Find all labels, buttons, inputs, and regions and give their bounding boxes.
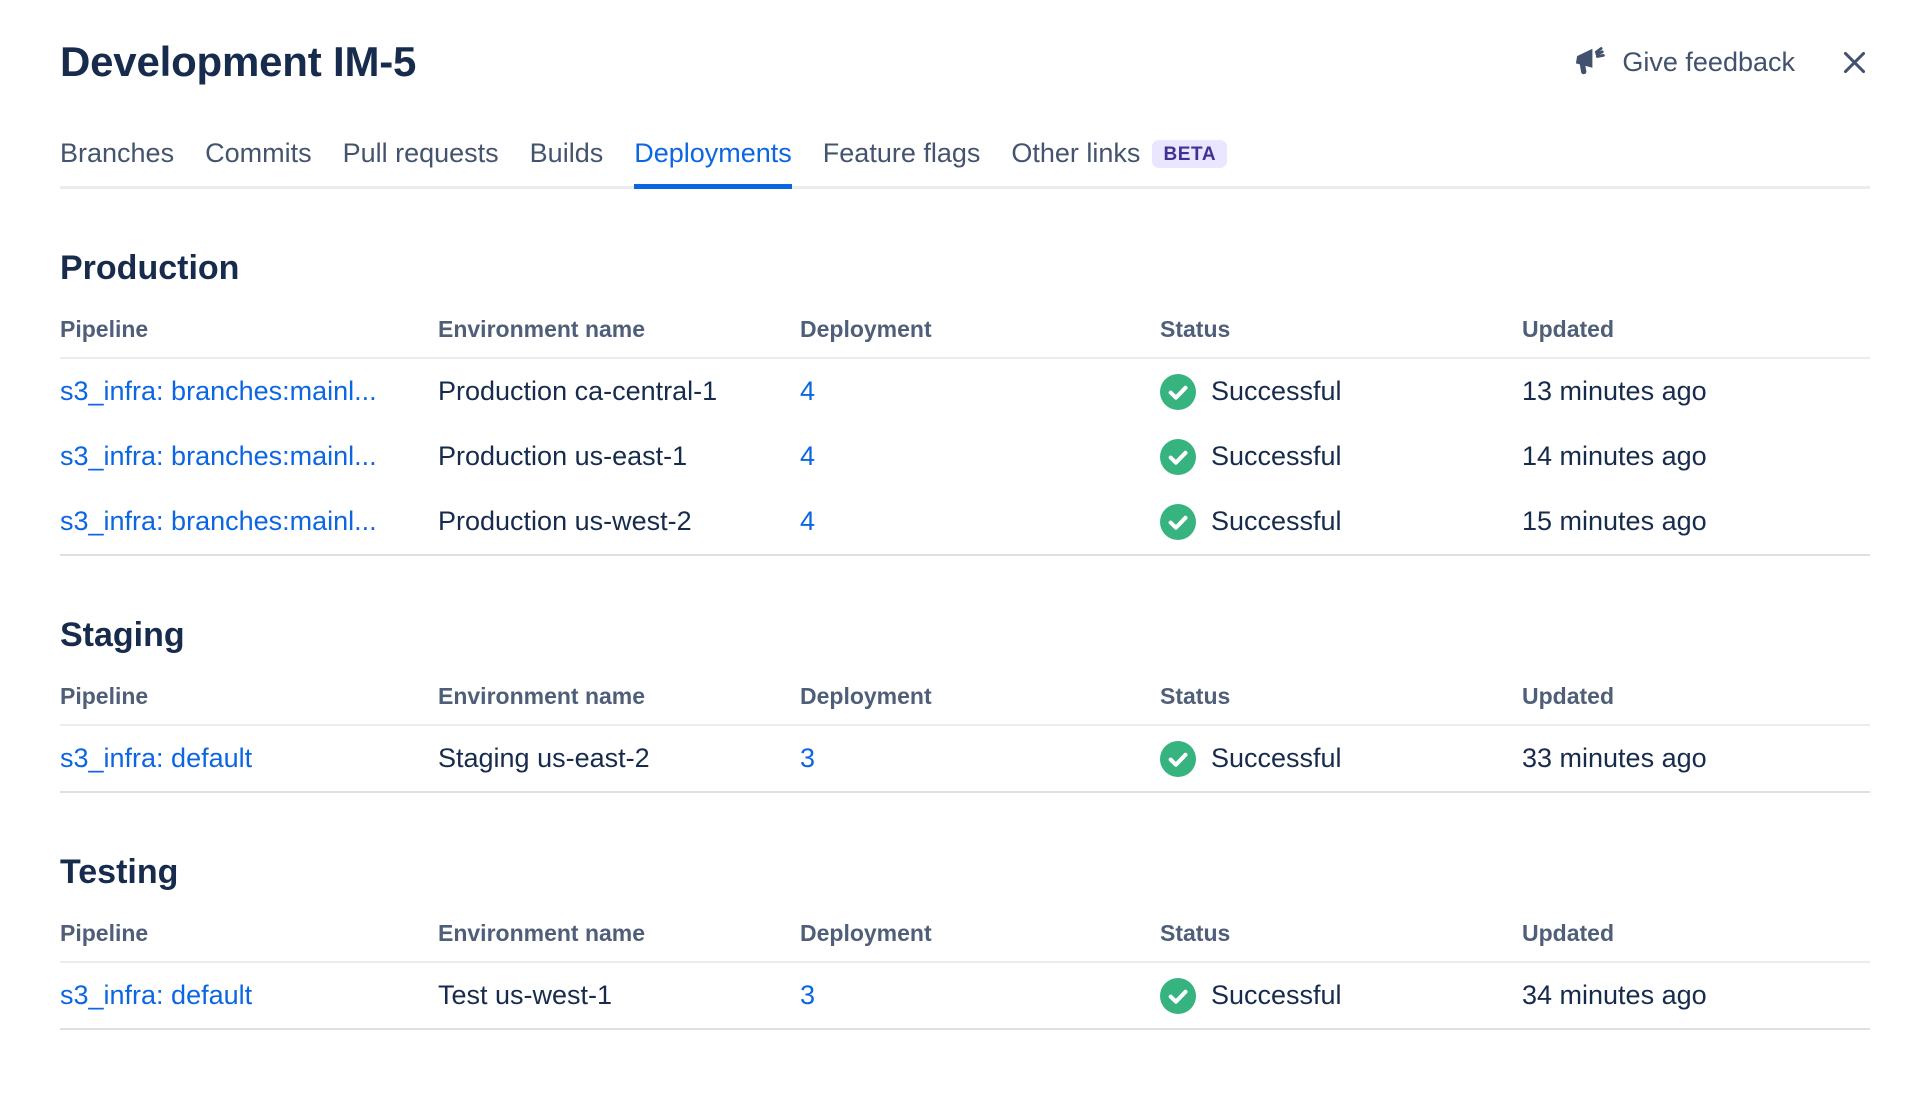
tab-label: Other links	[1011, 138, 1141, 168]
deployment-count-link[interactable]: 3	[800, 980, 816, 1010]
table-header: Pipeline Environment name Deployment Sta…	[60, 920, 1870, 963]
environment-name: Production us-west-2	[438, 506, 692, 536]
tab-label: Commits	[205, 138, 312, 168]
check-circle-icon	[1160, 740, 1196, 777]
section-title: Staging	[60, 616, 185, 654]
status-text: Successful	[1211, 506, 1342, 536]
deployment-count-link[interactable]: 4	[800, 441, 816, 471]
status-cell: Successful	[1160, 373, 1522, 410]
give-feedback-label: Give feedback	[1622, 46, 1795, 77]
column-header-status: Status	[1160, 316, 1231, 342]
table-header: Pipeline Environment name Deployment Sta…	[60, 316, 1870, 359]
beta-badge: BETA	[1152, 139, 1228, 168]
page-title: Development IM-5	[60, 38, 417, 85]
tab-builds[interactable]: Builds	[530, 138, 604, 189]
column-header-updated: Updated	[1522, 316, 1614, 342]
column-header-environment: Environment name	[438, 683, 646, 709]
section-title: Testing	[60, 853, 179, 891]
close-button[interactable]	[1839, 47, 1870, 78]
check-circle-icon	[1160, 438, 1196, 475]
tab-label: Deployments	[634, 138, 792, 168]
deployment-count-link[interactable]: 3	[800, 743, 816, 773]
tab-label: Feature flags	[822, 138, 981, 168]
deployment-section: Production Pipeline Environment name Dep…	[60, 249, 1870, 556]
environment-name: Test us-west-1	[438, 980, 613, 1010]
deployments-table: Pipeline Environment name Deployment Sta…	[60, 920, 1870, 1030]
header-actions: Give feedback	[1572, 44, 1870, 80]
updated-text: 33 minutes ago	[1522, 743, 1707, 773]
close-icon	[1839, 47, 1870, 78]
updated-text: 13 minutes ago	[1522, 376, 1707, 406]
column-header-environment: Environment name	[438, 316, 646, 342]
status-text: Successful	[1211, 376, 1342, 406]
tab-pull-requests[interactable]: Pull requests	[343, 138, 499, 189]
status-text: Successful	[1211, 441, 1342, 471]
pipeline-link[interactable]: s3_infra: branches:mainl...	[60, 506, 377, 536]
table-row: s3_infra: branches:mainl... Production u…	[60, 424, 1870, 489]
deployment-section: Staging Pipeline Environment name Deploy…	[60, 616, 1870, 793]
table-row: s3_infra: default Staging us-east-2 3 Su…	[60, 726, 1870, 791]
status-cell: Successful	[1160, 977, 1522, 1014]
check-circle-icon	[1160, 977, 1196, 1014]
deployment-count-link[interactable]: 4	[800, 506, 816, 536]
deployment-count-link[interactable]: 4	[800, 376, 816, 406]
status-text: Successful	[1211, 743, 1342, 773]
updated-text: 15 minutes ago	[1522, 506, 1707, 536]
tab-label: Pull requests	[342, 138, 499, 168]
pipeline-link[interactable]: s3_infra: default	[60, 980, 253, 1010]
table-row: s3_infra: default Test us-west-1 3 Succe…	[60, 963, 1870, 1028]
sections: Production Pipeline Environment name Dep…	[60, 249, 1870, 1030]
pipeline-link[interactable]: s3_infra: branches:mainl...	[60, 441, 377, 471]
column-header-deployment: Deployment	[800, 920, 932, 946]
column-header-deployment: Deployment	[800, 316, 932, 342]
column-header-pipeline: Pipeline	[60, 316, 149, 342]
column-header-status: Status	[1160, 920, 1231, 946]
environment-name: Production us-east-1	[438, 441, 688, 471]
column-header-status: Status	[1160, 683, 1231, 709]
deployments-table: Pipeline Environment name Deployment Sta…	[60, 683, 1870, 793]
status-cell: Successful	[1160, 503, 1522, 540]
status-cell: Successful	[1160, 438, 1522, 475]
table-row: s3_infra: branches:mainl... Production c…	[60, 359, 1870, 424]
table-body: s3_infra: branches:mainl... Production c…	[60, 359, 1870, 556]
dialog-header: Development IM-5 Give feedback	[60, 38, 1870, 86]
check-circle-icon	[1160, 373, 1196, 410]
environment-name: Production ca-central-1	[438, 376, 718, 406]
pipeline-link[interactable]: s3_infra: default	[60, 743, 253, 773]
tab-label: Builds	[529, 138, 604, 168]
tab-label: Branches	[60, 138, 175, 168]
deployment-section: Testing Pipeline Environment name Deploy…	[60, 853, 1870, 1030]
tab-other-links[interactable]: Other links BETA	[1011, 138, 1228, 189]
megaphone-icon	[1572, 44, 1608, 80]
updated-text: 34 minutes ago	[1522, 980, 1707, 1010]
table-row: s3_infra: branches:mainl... Production u…	[60, 489, 1870, 554]
status-text: Successful	[1211, 980, 1342, 1010]
table-body: s3_infra: default Staging us-east-2 3 Su…	[60, 726, 1870, 793]
tab-branches[interactable]: Branches	[60, 138, 174, 189]
column-header-deployment: Deployment	[800, 683, 932, 709]
tab-deployments[interactable]: Deployments	[634, 138, 792, 189]
column-header-pipeline: Pipeline	[60, 920, 149, 946]
deployments-table: Pipeline Environment name Deployment Sta…	[60, 316, 1870, 556]
section-title: Production	[60, 249, 240, 287]
check-circle-icon	[1160, 503, 1196, 540]
give-feedback-button[interactable]: Give feedback	[1572, 44, 1795, 80]
environment-name: Staging us-east-2	[438, 743, 650, 773]
column-header-pipeline: Pipeline	[60, 683, 149, 709]
tabs: Branches Commits Pull requests Builds De…	[60, 138, 1870, 189]
status-cell: Successful	[1160, 740, 1522, 777]
updated-text: 14 minutes ago	[1522, 441, 1707, 471]
tab-commits[interactable]: Commits	[205, 138, 312, 189]
pipeline-link[interactable]: s3_infra: branches:mainl...	[60, 376, 377, 406]
table-header: Pipeline Environment name Deployment Sta…	[60, 683, 1870, 726]
tab-feature-flags[interactable]: Feature flags	[823, 138, 981, 189]
column-header-environment: Environment name	[438, 920, 646, 946]
column-header-updated: Updated	[1522, 920, 1614, 946]
table-body: s3_infra: default Test us-west-1 3 Succe…	[60, 963, 1870, 1030]
column-header-updated: Updated	[1522, 683, 1614, 709]
